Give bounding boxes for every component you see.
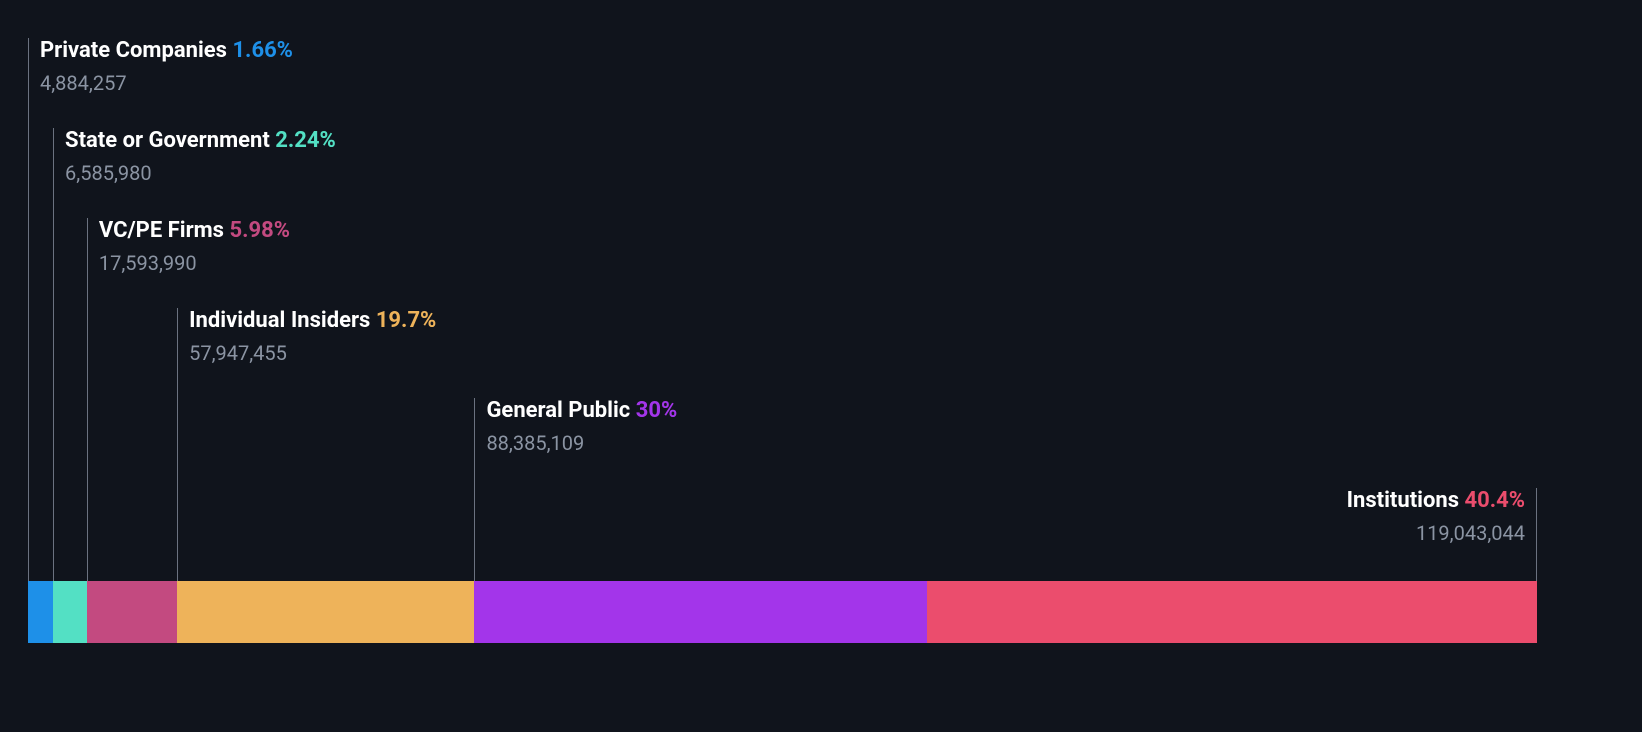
label-name-state_or_government: State or Government: [65, 128, 270, 153]
label-value-general_public: 88,385,109: [486, 431, 677, 455]
ownership-bar-track: [28, 581, 1537, 643]
segment-individual_insiders[interactable]: [177, 581, 474, 643]
label-name-general_public: General Public: [486, 398, 630, 423]
label-group-general_public: General Public 30% 88,385,109: [474, 398, 677, 455]
label-percent-institutions: 40.4%: [1464, 488, 1525, 513]
label-value-private_companies: 4,884,257: [40, 71, 293, 95]
label-percent-private_companies: 1.66%: [232, 38, 293, 63]
segment-vc_pe_firms[interactable]: [87, 581, 177, 643]
label-group-vc_pe_firms: VC/PE Firms 5.98% 17,593,990: [87, 218, 290, 275]
label-name-individual_insiders: Individual Insiders: [189, 308, 370, 333]
label-percent-vc_pe_firms: 5.98%: [229, 218, 290, 243]
label-name-vc_pe_firms: VC/PE Firms: [99, 218, 224, 243]
label-text-institutions: Institutions 40.4% 119,043,044: [1347, 488, 1537, 545]
label-percent-individual_insiders: 19.7%: [376, 308, 437, 333]
segment-private_companies[interactable]: [28, 581, 53, 643]
label-percent-state_or_government: 2.24%: [275, 128, 336, 153]
label-value-state_or_government: 6,585,980: [65, 161, 336, 185]
label-group-private_companies: Private Companies 1.66% 4,884,257: [28, 38, 293, 95]
tick-general_public: [474, 398, 475, 581]
label-text-private_companies: Private Companies 1.66% 4,884,257: [28, 38, 293, 95]
label-name-institutions: Institutions: [1347, 488, 1459, 513]
label-name-private_companies: Private Companies: [40, 38, 227, 63]
ownership-chart: Private Companies 1.66% 4,884,257 State or…: [0, 0, 1642, 732]
tick-vc_pe_firms: [87, 218, 88, 581]
label-percent-general_public: 30%: [636, 398, 678, 423]
label-text-individual_insiders: Individual Insiders 19.7% 57,947,455: [177, 308, 436, 365]
label-text-state_or_government: State or Government 2.24% 6,585,980: [53, 128, 336, 185]
tick-state_or_government: [53, 128, 54, 581]
label-value-individual_insiders: 57,947,455: [189, 341, 436, 365]
label-group-individual_insiders: Individual Insiders 19.7% 57,947,455: [177, 308, 436, 365]
label-group-state_or_government: State or Government 2.24% 6,585,980: [53, 128, 336, 185]
segment-general_public[interactable]: [474, 581, 927, 643]
tick-private_companies: [28, 38, 29, 581]
label-group-institutions: Institutions 40.4% 119,043,044: [1347, 488, 1537, 545]
label-text-vc_pe_firms: VC/PE Firms 5.98% 17,593,990: [87, 218, 290, 275]
label-value-institutions: 119,043,044: [1347, 521, 1525, 545]
segment-state_or_government[interactable]: [53, 581, 87, 643]
label-value-vc_pe_firms: 17,593,990: [99, 251, 290, 275]
tick-individual_insiders: [177, 308, 178, 581]
tick-institutions: [1536, 488, 1537, 581]
label-text-general_public: General Public 30% 88,385,109: [474, 398, 677, 455]
segment-institutions[interactable]: [927, 581, 1537, 643]
